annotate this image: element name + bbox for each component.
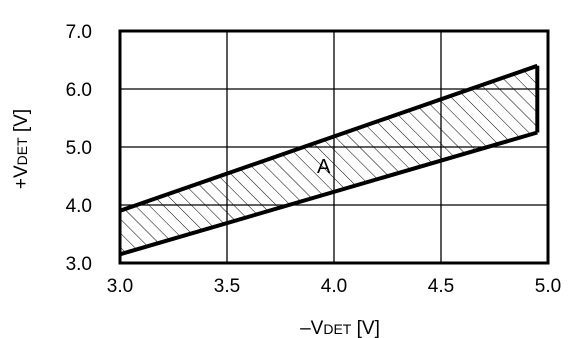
x-tick-label: 3.5: [214, 276, 240, 297]
y-tick-label: 5.0: [66, 138, 92, 159]
region-a: [120, 63, 540, 257]
upper-boundary-line: [120, 63, 538, 213]
x-tick-label: 4.5: [428, 276, 454, 297]
y-tick-label: 6.0: [66, 80, 92, 101]
y-axis-label: +VDET [V]: [11, 109, 32, 189]
y-tick-label: 7.0: [66, 22, 92, 43]
y-tick-label: 3.0: [66, 254, 92, 275]
x-axis-label: –VDET [V]: [300, 318, 380, 338]
x-tick-label: 3.0: [107, 276, 133, 297]
region-a-label: A: [317, 156, 331, 178]
y-tick-labels: 3.0 4.0 5.0 6.0 7.0: [66, 22, 92, 275]
plot-frame: [118, 29, 550, 265]
x-tick-label: 4.0: [321, 276, 347, 297]
lower-boundary-line: [120, 130, 538, 257]
region-a-fill: [120, 65, 538, 255]
x-tick-label: 5.0: [535, 276, 561, 297]
y-tick-label: 4.0: [66, 196, 92, 217]
x-tick-labels: 3.0 3.5 4.0 4.5 5.0: [107, 276, 561, 297]
